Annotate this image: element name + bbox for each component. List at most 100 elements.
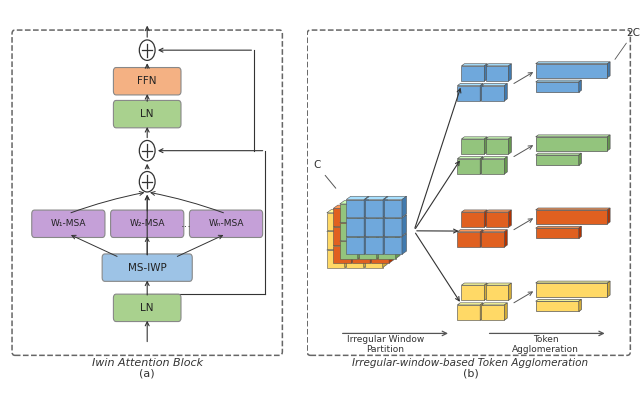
Polygon shape (481, 157, 508, 159)
Polygon shape (365, 215, 388, 218)
Polygon shape (340, 238, 362, 241)
FancyBboxPatch shape (113, 294, 181, 321)
Polygon shape (383, 215, 388, 236)
Polygon shape (607, 281, 610, 297)
Polygon shape (370, 242, 374, 263)
Polygon shape (481, 305, 504, 320)
Polygon shape (458, 159, 480, 174)
Polygon shape (536, 281, 610, 283)
Polygon shape (365, 213, 383, 230)
Polygon shape (383, 209, 387, 230)
FancyBboxPatch shape (102, 254, 192, 281)
Polygon shape (458, 86, 480, 101)
Polygon shape (536, 62, 610, 64)
Polygon shape (352, 242, 374, 246)
Polygon shape (340, 219, 362, 222)
Polygon shape (389, 205, 394, 226)
Polygon shape (461, 210, 487, 212)
Text: Wₙ-MSA: Wₙ-MSA (208, 219, 244, 228)
Polygon shape (371, 208, 389, 226)
Polygon shape (351, 205, 356, 226)
Polygon shape (376, 201, 381, 222)
Polygon shape (384, 237, 402, 254)
Polygon shape (607, 62, 610, 77)
Polygon shape (352, 205, 374, 208)
Polygon shape (458, 303, 483, 305)
Polygon shape (508, 210, 511, 228)
Polygon shape (480, 303, 483, 320)
Polygon shape (486, 212, 508, 228)
Polygon shape (327, 213, 345, 230)
Polygon shape (371, 205, 394, 208)
Text: C: C (314, 160, 336, 188)
Polygon shape (461, 283, 487, 285)
Polygon shape (579, 80, 581, 92)
Polygon shape (484, 137, 487, 154)
Polygon shape (481, 159, 504, 174)
Polygon shape (371, 242, 394, 246)
Text: LN: LN (140, 109, 154, 119)
Polygon shape (340, 241, 358, 259)
Polygon shape (365, 209, 387, 213)
Text: MS-IWP: MS-IWP (128, 263, 166, 273)
Polygon shape (364, 215, 369, 236)
Polygon shape (486, 64, 511, 66)
FancyBboxPatch shape (111, 210, 184, 237)
Polygon shape (370, 224, 374, 244)
Polygon shape (327, 209, 349, 213)
Polygon shape (327, 250, 345, 268)
Text: LN: LN (140, 303, 154, 313)
Polygon shape (384, 233, 406, 237)
Polygon shape (389, 224, 394, 244)
Polygon shape (378, 219, 400, 222)
Polygon shape (346, 231, 364, 249)
Polygon shape (481, 303, 508, 305)
Polygon shape (536, 299, 581, 301)
Polygon shape (389, 242, 394, 263)
Polygon shape (352, 208, 370, 226)
Polygon shape (504, 84, 508, 101)
Polygon shape (346, 215, 369, 218)
Polygon shape (508, 137, 511, 154)
Text: ...: ... (181, 219, 192, 229)
Polygon shape (378, 201, 400, 204)
Polygon shape (486, 139, 508, 154)
Polygon shape (486, 283, 511, 285)
Polygon shape (333, 227, 351, 244)
Polygon shape (536, 82, 579, 92)
Polygon shape (384, 196, 406, 200)
Polygon shape (365, 237, 383, 254)
Polygon shape (536, 137, 607, 151)
Polygon shape (333, 208, 351, 226)
Polygon shape (536, 283, 607, 297)
Polygon shape (486, 210, 511, 212)
Polygon shape (352, 227, 370, 244)
Polygon shape (484, 210, 487, 228)
Polygon shape (376, 219, 381, 240)
Polygon shape (364, 233, 369, 254)
Polygon shape (340, 222, 358, 240)
Polygon shape (378, 204, 396, 222)
Polygon shape (364, 196, 369, 217)
Polygon shape (383, 247, 387, 268)
Polygon shape (346, 200, 364, 217)
FancyBboxPatch shape (113, 101, 181, 128)
Polygon shape (358, 219, 362, 240)
Polygon shape (536, 155, 579, 165)
Polygon shape (378, 222, 396, 240)
FancyBboxPatch shape (113, 68, 181, 95)
Polygon shape (346, 213, 364, 230)
Polygon shape (484, 283, 487, 301)
Polygon shape (346, 196, 369, 200)
Text: FFN: FFN (138, 76, 157, 86)
Polygon shape (536, 228, 579, 239)
Polygon shape (365, 200, 383, 217)
Polygon shape (333, 205, 356, 208)
Polygon shape (365, 196, 388, 200)
Polygon shape (378, 241, 396, 259)
Polygon shape (384, 215, 406, 218)
Polygon shape (340, 204, 358, 222)
Text: Irregular-window-based Token Agglomeration: Irregular-window-based Token Agglomerati… (353, 358, 588, 368)
Polygon shape (396, 219, 400, 240)
Text: W₂-MSA: W₂-MSA (129, 219, 165, 228)
